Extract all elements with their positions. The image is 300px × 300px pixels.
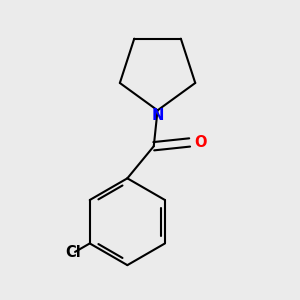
Text: N: N <box>152 109 164 124</box>
Text: O: O <box>194 135 207 150</box>
Text: Cl: Cl <box>65 245 81 260</box>
